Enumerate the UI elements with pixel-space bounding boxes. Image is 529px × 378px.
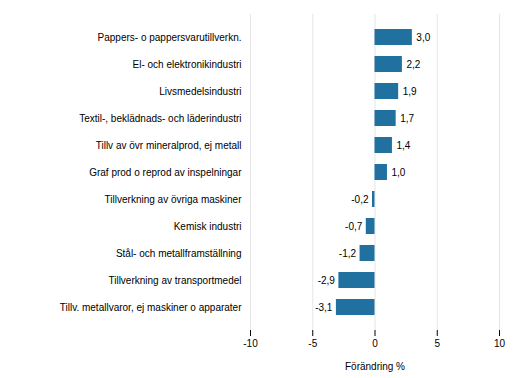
svg-text:5: 5 [434, 338, 440, 349]
svg-text:Förändring %: Förändring % [345, 361, 405, 372]
svg-text:-10: -10 [243, 338, 258, 349]
svg-text:Textil-, beklädnads- och läder: Textil-, beklädnads- och läderindustri [79, 113, 241, 124]
svg-text:El- och elektronikindustri: El- och elektronikindustri [133, 59, 242, 70]
svg-text:-3,1: -3,1 [315, 302, 333, 313]
svg-text:3,0: 3,0 [416, 32, 430, 43]
svg-text:Tillv. metallvaror, ej maskine: Tillv. metallvaror, ej maskiner o appara… [60, 302, 242, 313]
svg-text:1,9: 1,9 [403, 86, 417, 97]
svg-text:Graf prod o reprod av inspelni: Graf prod o reprod av inspelningar [89, 167, 242, 178]
svg-text:0: 0 [372, 338, 378, 349]
svg-text:-0,7: -0,7 [345, 221, 363, 232]
svg-text:Tillverkning av transportmedel: Tillverkning av transportmedel [108, 275, 241, 286]
svg-text:Tillv av övr mineralprod, ej m: Tillv av övr mineralprod, ej metall [96, 140, 242, 151]
svg-text:-0,2: -0,2 [351, 194, 369, 205]
svg-text:-5: -5 [308, 338, 317, 349]
svg-text:Stål- och metallframställning: Stål- och metallframställning [116, 248, 242, 259]
svg-text:-1,2: -1,2 [339, 248, 357, 259]
svg-text:1,7: 1,7 [400, 113, 414, 124]
svg-text:1,4: 1,4 [396, 140, 410, 151]
svg-text:Pappers- o pappersvarutillverk: Pappers- o pappersvarutillverkn. [98, 32, 242, 43]
svg-text:10: 10 [494, 338, 506, 349]
svg-text:2,2: 2,2 [406, 59, 420, 70]
svg-text:Livsmedelsindustri: Livsmedelsindustri [159, 86, 241, 97]
svg-text:Tillverkning av övriga maskine: Tillverkning av övriga maskiner [105, 194, 243, 205]
svg-text:1,0: 1,0 [391, 167, 405, 178]
svg-text:Kemisk industri: Kemisk industri [174, 221, 242, 232]
svg-text:-2,9: -2,9 [318, 275, 336, 286]
